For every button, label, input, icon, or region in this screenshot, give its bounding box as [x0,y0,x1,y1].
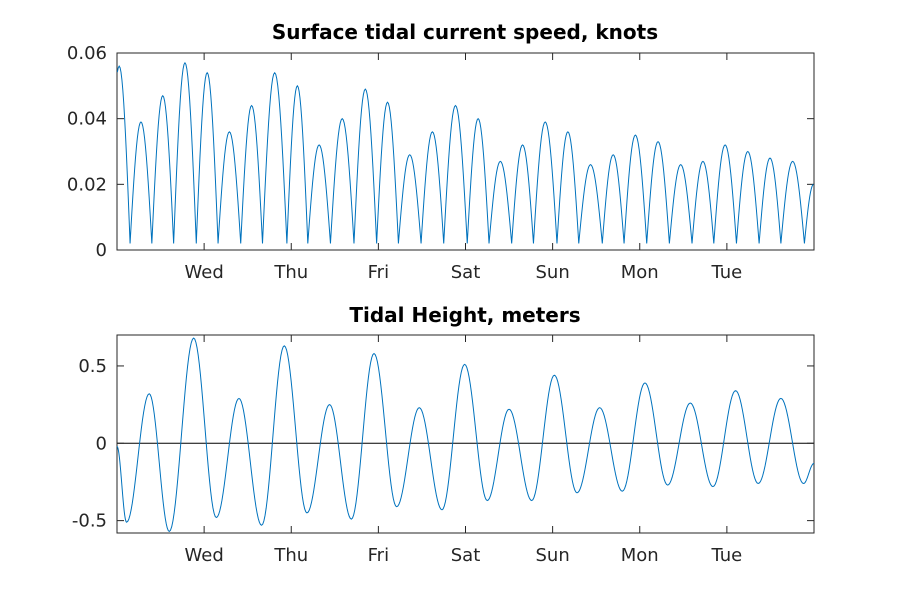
current-speed-panel: Surface tidal current speed, knots 0 0.02… [67,20,815,283]
tidal-height-tick-labels: -0.5 0 0.5 Wed Thu Fri Sat Sun Mon Tue [72,356,742,566]
tidal-height-panel: Tidal Height, meters -0.5 0 0.5 Wed Thu Fri Sa… [72,303,815,566]
tidal-height-xtick-label: Tue [711,545,743,566]
current-speed-xtick-label: Wed [185,262,224,283]
tidal-height-axes [116,334,815,534]
tidal-height-line [116,337,815,533]
current-speed-tick-labels: 0 0.02 0.04 0.06 Wed Thu Fri Sat Sun Mon Tue [67,43,742,283]
tidal-height-title: Tidal Height, meters [349,303,580,327]
current-speed-ytick-label: 0 [96,240,107,261]
tidal-height-xtick-label: Sat [451,545,481,566]
current-speed-xtick-label: Sat [451,262,481,283]
current-speed-xtick-label: Sun [536,262,570,283]
tidal-height-ytick-label: 0.5 [78,356,107,377]
tidal-height-xtick-label: Thu [273,545,308,566]
tidal-height-ticks [117,335,814,533]
current-speed-ytick-label: 0.02 [67,174,107,195]
tidal-height-ytick-label: -0.5 [72,511,107,532]
current-speed-xtick-label: Mon [621,262,659,283]
current-speed-xtick-label: Tue [711,262,743,283]
tidal-height-xtick-label: Fri [368,545,389,566]
current-speed-ytick-label: 0.04 [67,109,107,130]
current-speed-ticks [117,52,814,251]
current-speed-line [116,61,814,244]
tidal-height-xtick-label: Mon [621,545,659,566]
tidal-height-xtick-label: Wed [185,545,224,566]
current-speed-title: Surface tidal current speed, knots [272,20,658,44]
current-speed-xtick-label: Fri [368,262,389,283]
current-speed-ytick-label: 0.06 [67,43,107,64]
tidal-height-ytick-label: 0 [96,433,107,454]
tidal-height-xtick-label: Sun [536,545,570,566]
current-speed-xtick-label: Thu [273,262,308,283]
